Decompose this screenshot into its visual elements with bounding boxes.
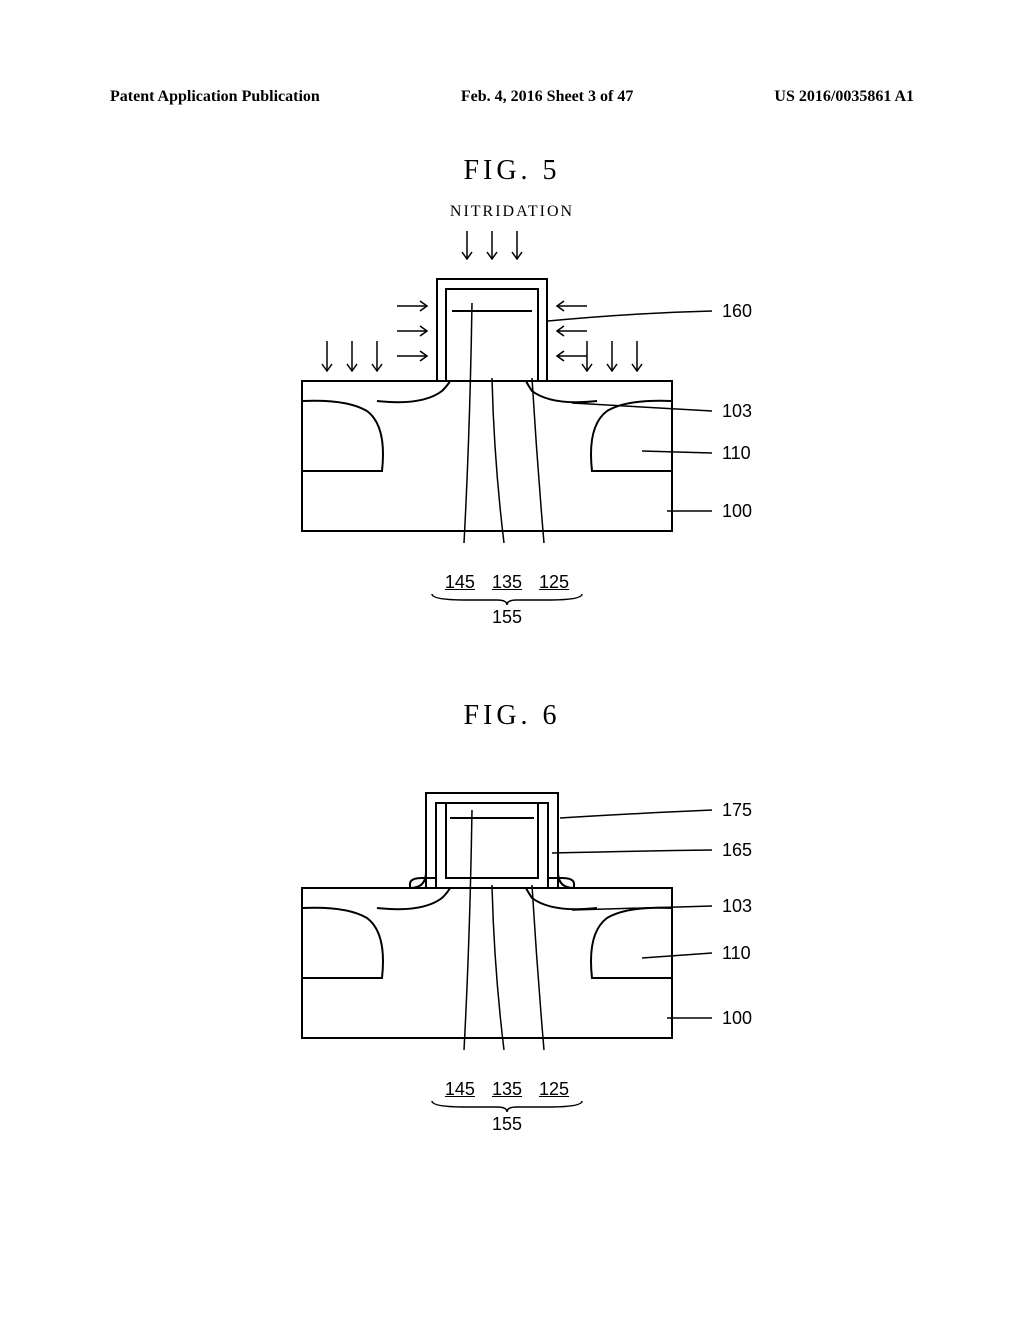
ref-145: 145 <box>445 572 475 593</box>
ref-145-6: 145 <box>445 1079 475 1100</box>
nitridation-arrows-top <box>462 231 522 259</box>
figure-6-diagram: 175 165 103 110 100 <box>232 778 792 1073</box>
ref-100-6: 100 <box>722 1008 752 1029</box>
page-header: Patent Application Publication Feb. 4, 2… <box>0 88 1024 106</box>
header-right: US 2016/0035861 A1 <box>774 88 914 106</box>
figure-5-bottom-labels: 145 135 125 155 <box>192 572 832 628</box>
ref-135: 135 <box>492 572 522 593</box>
ref-160: 160 <box>722 301 752 322</box>
header-left: Patent Application Publication <box>110 88 320 106</box>
ref-110-6: 110 <box>722 943 751 964</box>
ref-100: 100 <box>722 501 752 522</box>
ref-135-6: 135 <box>492 1079 522 1100</box>
ref-175: 175 <box>722 800 752 821</box>
figure-5-subtitle: NITRIDATION <box>192 203 832 221</box>
header-center: Feb. 4, 2016 Sheet 3 of 47 <box>461 88 633 106</box>
ref-165: 165 <box>722 840 752 861</box>
figure-5: FIG. 5 NITRIDATION <box>192 155 832 628</box>
figure-5-title: FIG. 5 <box>192 155 832 187</box>
figure-5-diagram: 160 103 110 100 <box>232 231 792 566</box>
ref-155-6: 155 <box>182 1114 832 1135</box>
figure-5-svg <box>232 231 792 561</box>
figure-6: FIG. 6 <box>192 700 832 1135</box>
figure-6-bottom-labels: 145 135 125 155 <box>192 1079 832 1135</box>
ref-125-6: 125 <box>539 1079 569 1100</box>
ref-125: 125 <box>539 572 569 593</box>
ref-110: 110 <box>722 443 751 464</box>
ref-155: 155 <box>182 607 832 628</box>
ref-103: 103 <box>722 401 752 422</box>
ref-103-6: 103 <box>722 896 752 917</box>
figure-6-svg <box>232 778 792 1068</box>
figure-6-title: FIG. 6 <box>192 700 832 732</box>
